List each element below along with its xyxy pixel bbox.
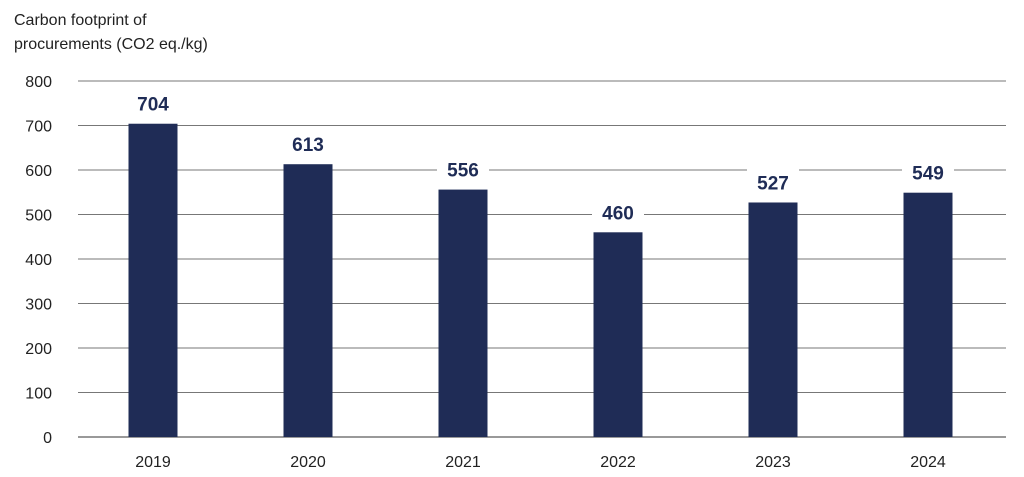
x-tick-label-2023: 2023 (755, 454, 791, 471)
x-tick-label-2019: 2019 (135, 454, 171, 471)
data-label-2023: 527 (757, 173, 789, 194)
bars (128, 123, 953, 437)
y-tick-label-100: 100 (25, 386, 52, 403)
data-label-background (592, 199, 644, 226)
y-tick-label-300: 300 (25, 297, 52, 314)
bar-2020 (283, 164, 333, 437)
data-label-2019: 704 (137, 95, 169, 116)
y-axis-ticks: 0 100 200 300 400 500 600 700 800 (25, 74, 52, 447)
chart-title: Carbon footprint of procurements (CO2 eq… (14, 9, 208, 57)
data-label-background (437, 156, 489, 183)
y-tick-label-700: 700 (25, 119, 52, 136)
y-tick-label-200: 200 (25, 341, 52, 358)
y-tick-label-500: 500 (25, 208, 52, 225)
data-label-2021: 556 (447, 161, 479, 182)
y-tick-label-400: 400 (25, 252, 52, 269)
y-tick-label-0: 0 (43, 430, 52, 447)
gridlines (78, 80, 1006, 438)
bar-2019 (128, 123, 178, 437)
bar-2023 (748, 202, 798, 437)
bar-2022 (593, 232, 643, 437)
bar-2024 (903, 192, 953, 437)
x-tick-label-2022: 2022 (600, 454, 636, 471)
chart-title-line-2: procurements (CO2 eq./kg) (14, 36, 208, 53)
chart-title-line-1: Carbon footprint of (14, 12, 147, 29)
x-axis-ticks: 2019 2020 2021 2022 2023 2024 (135, 454, 946, 471)
y-tick-label-600: 600 (25, 163, 52, 180)
x-tick-label-2024: 2024 (910, 454, 946, 471)
bar-2021 (438, 189, 488, 437)
data-label-2022: 460 (602, 203, 634, 224)
data-label-background (902, 159, 954, 186)
data-label-background (747, 169, 799, 196)
data-label-2020: 613 (292, 135, 324, 156)
data-label-background (127, 90, 179, 117)
y-tick-label-800: 800 (25, 74, 52, 91)
x-tick-label-2020: 2020 (290, 454, 326, 471)
data-label-background (282, 131, 334, 158)
x-tick-label-2021: 2021 (445, 454, 481, 471)
data-label-2024: 549 (912, 164, 944, 185)
data-labels: 704 613 556 460 527 549 (127, 90, 954, 226)
